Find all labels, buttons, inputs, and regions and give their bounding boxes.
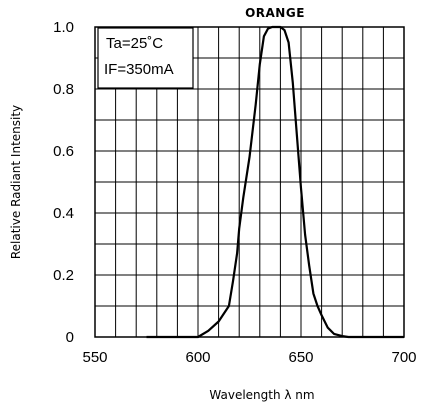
y-tick-label: 1.0 [53, 19, 74, 36]
x-tick-labels: 550 600 650 700 [82, 349, 416, 366]
y-tick-label: 0 [66, 329, 74, 346]
y-axis-label: Relative Radiant Intensity [9, 105, 23, 259]
annotation-current: IF=350mA [104, 61, 174, 78]
plot-border [94, 26, 405, 338]
conditions-box: Ta=25˚C IF=350mA [97, 27, 194, 89]
chart-title: ORANGE [245, 6, 305, 20]
y-tick-label: 0.8 [53, 81, 74, 98]
y-tick-label: 0.6 [53, 143, 74, 160]
x-tick-label: 550 [82, 349, 107, 366]
x-tick-label: 700 [391, 349, 416, 366]
grid [95, 27, 404, 337]
spectrum-line [146, 25, 404, 339]
x-tick-label: 650 [288, 349, 313, 366]
y-tick-label: 0.4 [53, 205, 74, 222]
series-layer [146, 25, 404, 339]
y-tick-label: 0.2 [53, 267, 74, 284]
x-axis-label: Wavelength λ nm [209, 388, 314, 402]
plot-frame [94, 26, 405, 338]
x-tick-label: 600 [185, 349, 210, 366]
annotation-temperature: Ta=25˚C [106, 35, 163, 52]
y-tick-labels: 0 0.2 0.4 0.6 0.8 1.0 [53, 19, 74, 346]
